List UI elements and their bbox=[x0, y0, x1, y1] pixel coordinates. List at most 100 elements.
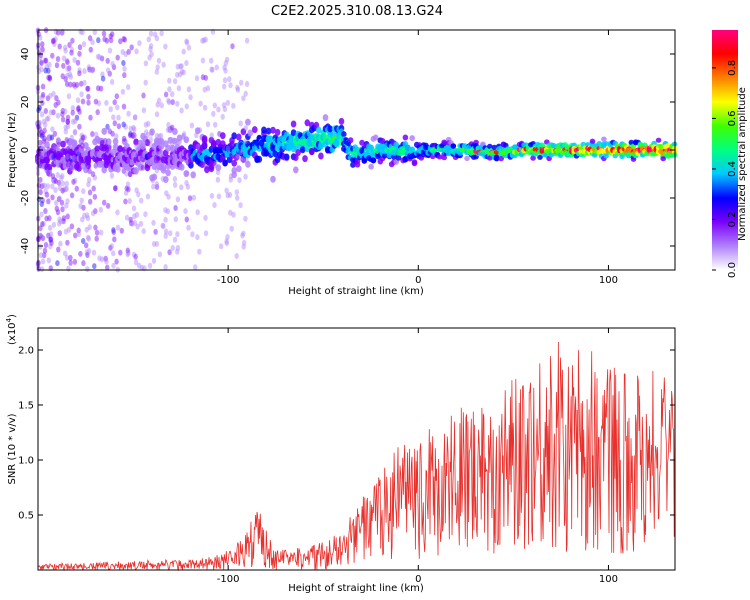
snr-x-label: Height of straight line (km) bbox=[288, 583, 424, 594]
spectrogram-noise-cell bbox=[198, 100, 203, 107]
spectrogram-noise-cell bbox=[88, 198, 93, 205]
spectrogram-noise-cell bbox=[184, 38, 189, 45]
spectrogram-noise-cell bbox=[173, 205, 178, 211]
spectrogram-noise-cell bbox=[56, 99, 61, 106]
spectrogram-cell bbox=[347, 137, 354, 144]
spectrogram-cell bbox=[236, 165, 242, 173]
spectrogram-noise-cell bbox=[104, 99, 109, 106]
spectrogram-noise-cell bbox=[86, 99, 91, 106]
spectrogram-cell bbox=[210, 139, 217, 147]
spectrogram-cell bbox=[322, 114, 329, 122]
spectrogram-noise-cell bbox=[124, 185, 129, 192]
spectrogram-noise-cell bbox=[68, 73, 74, 80]
spectrogram-noise-cell bbox=[136, 144, 141, 151]
spectrogram-noise-cell bbox=[132, 219, 138, 226]
spectrogram-noise-cell bbox=[126, 48, 131, 55]
spectrogram-noise-cell bbox=[161, 61, 166, 68]
spectrogram-noise-cell bbox=[65, 213, 70, 220]
spectrogram-cell bbox=[589, 138, 596, 144]
spectrogram-noise-cell bbox=[68, 259, 73, 266]
spectrogram-cell bbox=[409, 135, 416, 142]
spectrogram-noise-cell bbox=[217, 130, 222, 137]
spectrogram-cell bbox=[204, 166, 210, 174]
spectrogram-cell bbox=[370, 157, 377, 164]
spectrogram-noise-cell bbox=[57, 216, 62, 223]
spectrogram-noise-cell bbox=[146, 36, 151, 43]
spectrogram-noise-cell bbox=[124, 170, 129, 177]
spectrogram-noise-cell bbox=[243, 125, 248, 132]
spectrogram-noise-cell bbox=[72, 83, 78, 90]
spectrogram-cell bbox=[603, 153, 609, 159]
spectrogram-noise-cell bbox=[51, 145, 56, 152]
spectrogram-noise-cell bbox=[189, 122, 195, 129]
spectrogram-cell bbox=[151, 173, 158, 181]
spectrogram-noise-cell bbox=[241, 243, 246, 250]
spectrogram-noise-cell bbox=[56, 136, 61, 143]
spectrogram-cell bbox=[272, 150, 279, 158]
spectrogram-noise-cell bbox=[152, 155, 157, 162]
spectrogram-cell bbox=[274, 128, 281, 136]
spectrogram-cell bbox=[131, 131, 137, 139]
spectrogram-panel: -100 0 100 -40 -20 0 20 40 Height of straight l… bbox=[7, 27, 678, 297]
spectrogram-noise-cell bbox=[81, 238, 86, 244]
spectrogram-noise-cell bbox=[113, 160, 119, 167]
spectrogram-noise-cell bbox=[60, 187, 65, 194]
spectrogram-noise-cell bbox=[67, 42, 72, 48]
spectrogram-noise-cell bbox=[115, 54, 120, 61]
spectrogram-noise-cell bbox=[170, 137, 176, 144]
spectrogram-noise-cell bbox=[75, 97, 81, 104]
spectrogram-noise-cell bbox=[129, 44, 134, 51]
spectrogram-noise-cell bbox=[75, 59, 81, 66]
spectrogram-noise-cell bbox=[132, 167, 137, 174]
spectrogram-noise-cell bbox=[63, 128, 68, 135]
spectrogram-noise-cell bbox=[51, 221, 57, 228]
spectrogram-x-label: Height of straight line (km) bbox=[288, 286, 424, 297]
spectrogram-noise-cell bbox=[122, 72, 127, 79]
spectrogram-noise-cell bbox=[55, 172, 60, 178]
spectrogram-noise-cell bbox=[140, 158, 145, 165]
spectrogram-noise-cell bbox=[224, 56, 230, 63]
spectrogram-noise-cell bbox=[99, 55, 105, 62]
spectrogram-cell bbox=[236, 133, 242, 141]
spectrogram-noise-cell bbox=[76, 105, 81, 111]
colorbar-tick-label: 0.8 bbox=[727, 60, 738, 76]
spectrogram-noise-cell bbox=[170, 91, 175, 98]
spectrogram-noise-cell bbox=[241, 230, 246, 237]
spectrogram-cell bbox=[137, 163, 144, 171]
spectrogram-noise-cell bbox=[132, 114, 138, 121]
spectrogram-cell bbox=[210, 159, 217, 167]
spectrogram-noise-cell bbox=[223, 67, 228, 74]
spectrogram-noise-cell bbox=[160, 222, 165, 229]
spectrogram-cell bbox=[550, 142, 557, 149]
spectrogram-noise-cell bbox=[205, 121, 211, 128]
spectrogram-noise-cell bbox=[58, 218, 63, 225]
spectrogram-noise-cell bbox=[78, 203, 83, 209]
spectrogram-noise-cell bbox=[40, 99, 45, 106]
spectrogram-noise-cell bbox=[51, 109, 56, 116]
spectrogram-noise-cell bbox=[43, 67, 48, 74]
spectrogram-noise-cell bbox=[40, 47, 46, 54]
spectrogram-cell bbox=[372, 134, 379, 141]
spectrogram-noise-cell bbox=[81, 204, 86, 211]
spectrogram-noise-cell bbox=[184, 39, 190, 46]
spectrogram-cell bbox=[48, 153, 55, 161]
spectrogram-noise-cell bbox=[221, 102, 227, 109]
spectrogram-noise-cell bbox=[109, 243, 115, 250]
spectrogram-noise-cell bbox=[191, 194, 196, 201]
spectrogram-noise-cell bbox=[154, 159, 160, 166]
spectrogram-noise-cell bbox=[80, 142, 85, 149]
spectrogram-noise-cell bbox=[36, 196, 42, 203]
spectrogram-noise-cell bbox=[148, 43, 154, 49]
spectrogram-cell bbox=[105, 138, 112, 146]
spectrogram-noise-cell bbox=[200, 37, 205, 44]
spectrogram-noise-cell bbox=[91, 210, 96, 217]
spectrogram-cell bbox=[395, 154, 402, 161]
spectrogram-noise-cell bbox=[46, 67, 51, 74]
spectrogram-noise-cell bbox=[80, 216, 85, 223]
spectrogram-noise-cell bbox=[62, 162, 68, 169]
spectrogram-noise-cell bbox=[41, 138, 46, 145]
spectrogram-noise-cell bbox=[43, 188, 48, 195]
spectrogram-noise-cell bbox=[61, 218, 66, 225]
spectrogram-noise-cell bbox=[50, 183, 55, 190]
spectrogram-noise-cell bbox=[155, 64, 160, 71]
